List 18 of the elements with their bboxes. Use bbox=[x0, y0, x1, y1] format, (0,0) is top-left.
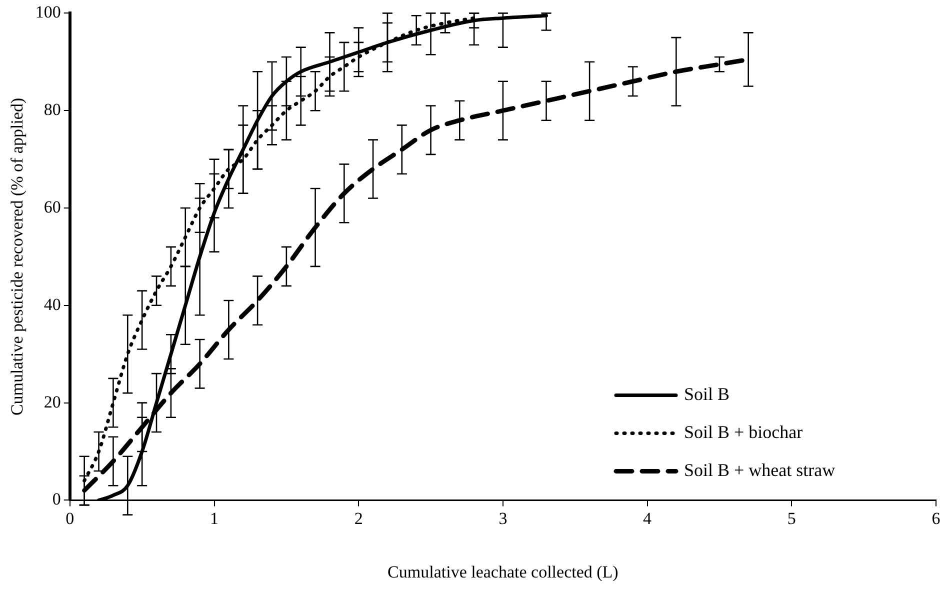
y-tick-label: 40 bbox=[44, 294, 61, 314]
legend-label: Soil B bbox=[684, 384, 730, 404]
y-tick-label: 20 bbox=[44, 392, 61, 412]
y-tick-label: 60 bbox=[44, 197, 61, 216]
x-tick-label: 6 bbox=[932, 508, 940, 528]
y-tick-label: 80 bbox=[44, 100, 61, 120]
x-tick-label: 0 bbox=[66, 508, 74, 528]
y-tick-label: 0 bbox=[52, 490, 61, 509]
x-tick-label: 1 bbox=[210, 508, 218, 528]
x-tick-label: 5 bbox=[787, 508, 796, 528]
y-tick-label: 100 bbox=[35, 2, 61, 22]
x-tick-label: 4 bbox=[643, 508, 652, 528]
x-tick-label: 3 bbox=[498, 508, 508, 528]
legend-label: Soil B + wheat straw bbox=[684, 460, 836, 480]
x-axis-title: Cumulative leachate collected (L) bbox=[388, 562, 618, 582]
y-axis-title: Cumulative pesticide recovered (% of applied) bbox=[8, 98, 27, 416]
x-tick-label: 2 bbox=[354, 508, 363, 528]
legend-label: Soil B + biochar bbox=[684, 422, 803, 442]
